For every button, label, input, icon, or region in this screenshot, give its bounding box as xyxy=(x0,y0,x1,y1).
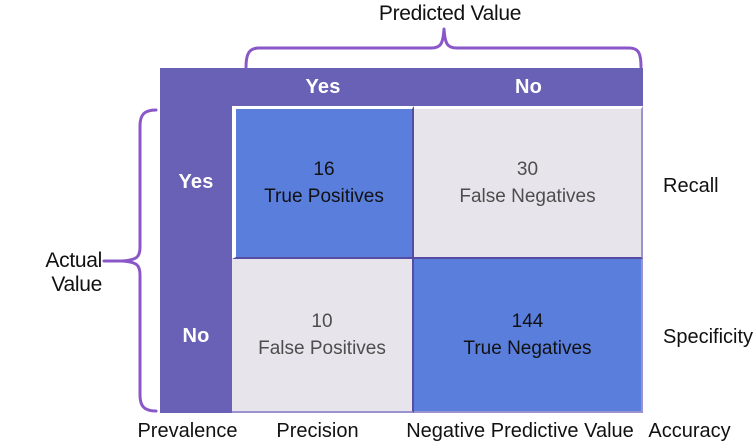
true-negatives-count: 144 xyxy=(511,311,544,332)
cell-false-negatives: 30 False Negatives xyxy=(414,106,643,259)
cell-true-positives: 16 True Positives xyxy=(232,106,414,259)
cell-true-negatives: 144 True Negatives xyxy=(414,259,643,413)
metric-specificity: Specificity xyxy=(663,326,753,348)
metric-prevalence: Prevalence xyxy=(137,420,238,442)
row-header-yes: Yes xyxy=(178,171,214,193)
false-positives-label: False Positives xyxy=(258,338,386,359)
column-header-no: No xyxy=(514,75,543,98)
false-negatives-count: 30 xyxy=(516,159,539,180)
actual-value-brace-icon xyxy=(102,108,158,413)
row-header-band xyxy=(160,68,232,413)
cell-false-positives: 10 False Positives xyxy=(232,259,414,413)
metric-accuracy: Accuracy xyxy=(648,420,731,442)
true-positives-count: 16 xyxy=(313,159,335,180)
predicted-value-brace-icon xyxy=(244,27,643,69)
column-header-band xyxy=(160,68,643,106)
false-negatives-label: False Negatives xyxy=(459,186,596,207)
actual-value-title: Actual Value xyxy=(45,249,102,296)
column-header-yes: Yes xyxy=(305,75,341,98)
predicted-value-title: Predicted Value xyxy=(378,2,522,25)
true-negatives-label: True Negatives xyxy=(463,338,592,359)
false-positives-count: 10 xyxy=(311,311,333,332)
row-header-no: No xyxy=(182,324,210,347)
metric-recall: Recall xyxy=(663,175,719,197)
metric-negative-predictive-value: Negative Predictive Value xyxy=(406,420,634,442)
metric-precision: Precision xyxy=(276,420,359,442)
true-positives-label: True Positives xyxy=(264,186,384,207)
